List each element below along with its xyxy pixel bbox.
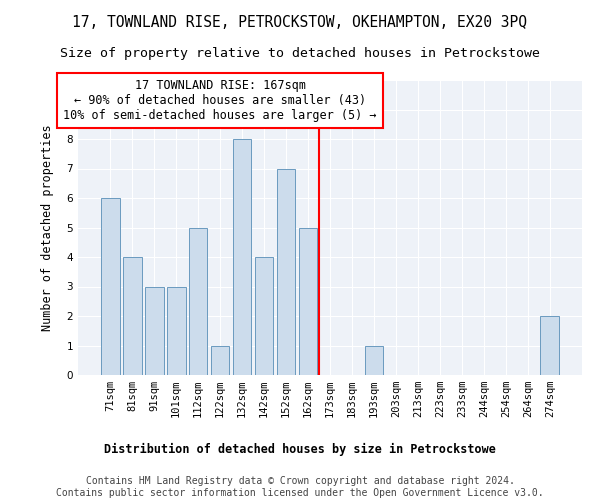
Text: Distribution of detached houses by size in Petrockstowe: Distribution of detached houses by size … bbox=[104, 442, 496, 456]
Bar bbox=[189, 228, 208, 375]
Bar bbox=[145, 286, 164, 375]
Bar bbox=[255, 257, 274, 375]
Text: 17, TOWNLAND RISE, PETROCKSTOW, OKEHAMPTON, EX20 3PQ: 17, TOWNLAND RISE, PETROCKSTOW, OKEHAMPT… bbox=[73, 15, 527, 30]
Bar bbox=[167, 286, 185, 375]
Y-axis label: Number of detached properties: Number of detached properties bbox=[41, 124, 55, 331]
Bar bbox=[299, 228, 317, 375]
Text: Size of property relative to detached houses in Petrockstowe: Size of property relative to detached ho… bbox=[60, 48, 540, 60]
Text: 17 TOWNLAND RISE: 167sqm
← 90% of detached houses are smaller (43)
10% of semi-d: 17 TOWNLAND RISE: 167sqm ← 90% of detach… bbox=[64, 79, 377, 122]
Bar bbox=[277, 168, 295, 375]
Bar bbox=[365, 346, 383, 375]
Text: Contains HM Land Registry data © Crown copyright and database right 2024.
Contai: Contains HM Land Registry data © Crown c… bbox=[56, 476, 544, 498]
Bar bbox=[233, 139, 251, 375]
Bar bbox=[541, 316, 559, 375]
Bar bbox=[123, 257, 142, 375]
Bar bbox=[101, 198, 119, 375]
Bar bbox=[211, 346, 229, 375]
